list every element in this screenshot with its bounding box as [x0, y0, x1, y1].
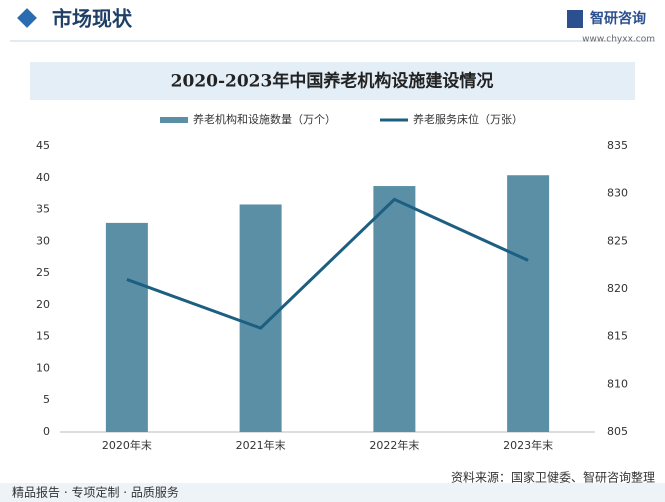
y-tick-label: 20 [36, 298, 50, 311]
header-title: 市场现状 [52, 7, 133, 31]
y-tick-label: 30 [36, 234, 50, 247]
bar [105, 222, 148, 432]
website: www.chyxx.com [582, 35, 655, 45]
chart-title: 2020-2023年中国养老机构设施建设情况 [171, 71, 494, 92]
y-tick-label: 35 [36, 203, 50, 216]
y2-tick-label: 825 [607, 234, 628, 247]
footer-strip [0, 483, 665, 502]
legend-label: 养老服务床位（万张） [413, 112, 523, 126]
y2-tick-label: 805 [607, 425, 628, 438]
x-tick-label: 2023年末 [503, 438, 553, 452]
legend-label: 养老机构和设施数量（万个） [193, 112, 336, 126]
y-tick-label: 45 [36, 139, 50, 152]
y2-tick-label: 820 [607, 282, 628, 295]
line [126, 197, 529, 330]
bar [239, 204, 282, 432]
y-tick-label: 40 [36, 171, 50, 184]
y-tick-label: 25 [36, 266, 50, 279]
y2-tick-label: 810 [607, 377, 628, 390]
x-tick-label: 2022年末 [369, 438, 419, 452]
bar [507, 175, 550, 433]
y-tick-label: 10 [36, 361, 50, 374]
y-tick-label: 15 [36, 330, 50, 343]
y-tick-label: 0 [43, 425, 50, 438]
source: 资料来源：国家卫健委、智研咨询整理 [451, 470, 655, 485]
slogan: 精品报告 · 专项定制 · 品质服务 [12, 485, 179, 500]
title-box [30, 62, 635, 100]
logo-text: 智研咨询 [589, 10, 646, 27]
bar [373, 186, 416, 432]
y2-tick-label: 830 [607, 187, 628, 200]
header-icon [17, 8, 37, 28]
x-tick-label: 2020年末 [102, 438, 152, 452]
y2-tick-label: 815 [607, 330, 628, 343]
y2-tick-label: 835 [607, 139, 628, 152]
y-tick-label: 5 [43, 393, 50, 406]
legend-swatch [160, 117, 188, 123]
logo-icon [567, 10, 583, 28]
x-tick-label: 2021年末 [236, 438, 286, 452]
